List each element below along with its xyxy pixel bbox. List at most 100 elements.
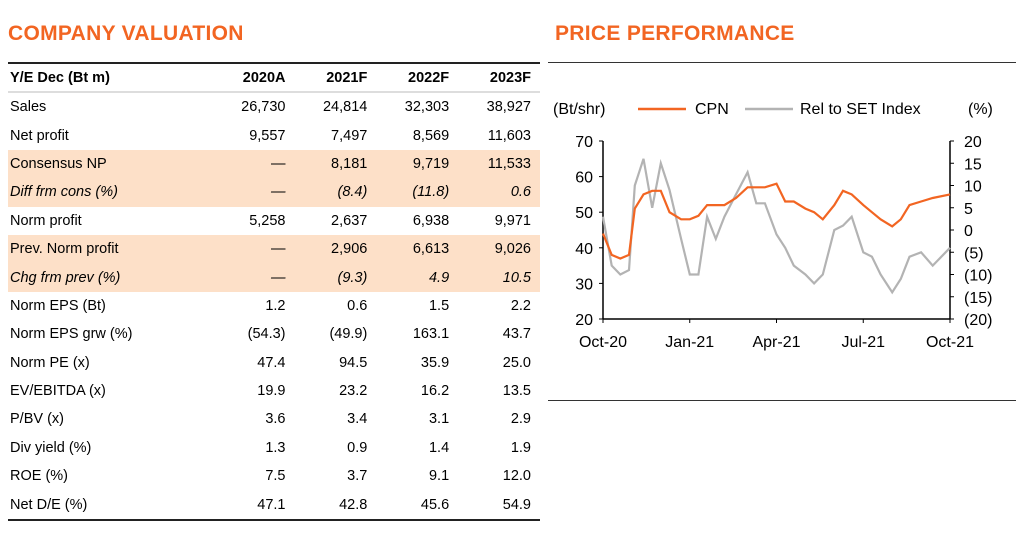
cell-value: 0.6 bbox=[347, 297, 368, 314]
row-label: EV/EBITDA (x) bbox=[10, 383, 106, 400]
row-label: Net profit bbox=[10, 127, 69, 144]
y-tick-label-right: 15 bbox=[964, 156, 982, 173]
cell-value: 163.1 bbox=[412, 326, 450, 343]
table-header-row: Y/E Dec (Bt m) 2020A 2021F 2022F 2023F bbox=[8, 62, 540, 93]
y-tick-label-left: 30 bbox=[575, 276, 593, 293]
cell-value: 35.9 bbox=[420, 354, 450, 371]
cell-value: 9,026 bbox=[458, 234, 540, 264]
cell-value: — bbox=[212, 178, 295, 207]
y-tick-label-left: 40 bbox=[575, 241, 593, 258]
cell-value: 2,637 bbox=[331, 212, 368, 229]
table-row: Norm PE (x) 47.4 94.5 35.9 25.0 bbox=[8, 349, 540, 377]
cell-value: 0.6 bbox=[458, 178, 540, 207]
row-label: P/BV (x) bbox=[10, 411, 64, 428]
cell-value: 38,927 bbox=[486, 99, 531, 116]
x-tick-label: Apr-21 bbox=[752, 334, 800, 351]
table-row: Norm profit 5,258 2,637 6,938 9,971 bbox=[8, 207, 540, 235]
cell-value: — bbox=[212, 234, 295, 264]
cell-value: 1.2 bbox=[265, 297, 286, 314]
row-label: Prev. Norm profit bbox=[8, 234, 213, 264]
cell-value: 7.5 bbox=[265, 468, 286, 485]
y-tick-label-right: 5 bbox=[964, 201, 973, 218]
cell-value: 1.3 bbox=[265, 439, 286, 456]
cell-value: 47.1 bbox=[212, 490, 295, 521]
cell-value: — bbox=[212, 149, 295, 179]
cell-value: 9.1 bbox=[428, 468, 450, 485]
column-header: 2023F bbox=[458, 62, 540, 93]
cell-value: 7,497 bbox=[331, 127, 368, 144]
y-tick-label-left: 50 bbox=[575, 205, 593, 222]
cell-value: 8,181 bbox=[294, 149, 377, 179]
cell-value: 26,730 bbox=[241, 99, 286, 116]
y-tick-label-right: 20 bbox=[964, 134, 982, 151]
cell-value: 54.9 bbox=[458, 490, 540, 521]
y-tick-label-right: (15) bbox=[964, 290, 992, 307]
table-row: Sales 26,730 24,814 32,303 38,927 bbox=[8, 92, 540, 121]
cell-value: — bbox=[212, 263, 295, 292]
table-row: Chg frm prev (%) — (9.3) 4.9 10.5 bbox=[8, 263, 540, 292]
cell-value: 11,533 bbox=[458, 149, 540, 179]
cell-value: (54.3) bbox=[247, 326, 286, 343]
y-tick-label-left: 20 bbox=[575, 312, 593, 329]
cell-value: 9,557 bbox=[249, 127, 286, 144]
cell-value: 8,569 bbox=[412, 127, 450, 144]
table-row: ROE (%) 7.5 3.7 9.1 12.0 bbox=[8, 462, 540, 490]
cell-value: 6,613 bbox=[376, 234, 459, 264]
cell-value: 12.0 bbox=[502, 468, 531, 485]
legend-label-rel: Rel to SET Index bbox=[800, 101, 921, 118]
cell-value: 32,303 bbox=[404, 99, 450, 116]
table-row: Prev. Norm profit —2,906 6,613 9,026 bbox=[8, 234, 540, 264]
table-row: Consensus NP —8,181 9,719 11,533 bbox=[8, 149, 540, 179]
cell-value: (49.9) bbox=[329, 326, 368, 343]
y-tick-label-right: (10) bbox=[964, 268, 992, 285]
cell-value: 3.6 bbox=[265, 411, 286, 428]
table-row: Net profit 9,557 7,497 8,569 11,603 bbox=[8, 121, 540, 149]
right-axis-label: (%) bbox=[968, 101, 993, 118]
cell-value: 5,258 bbox=[249, 212, 286, 229]
cell-value: 47.4 bbox=[257, 354, 286, 371]
row-label: Chg frm prev (%) bbox=[8, 263, 213, 292]
chart-top-rule bbox=[548, 62, 1016, 63]
table-row: Norm EPS grw (%) (54.3) (49.9) 163.1 43.7 bbox=[8, 320, 540, 348]
row-label: ROE (%) bbox=[10, 468, 68, 485]
table-row: Net D/E (%) 47.1 42.8 45.6 54.9 bbox=[8, 490, 540, 521]
x-tick-label: Jul-21 bbox=[841, 334, 885, 351]
cell-value: 94.5 bbox=[339, 354, 368, 371]
column-header: Y/E Dec (Bt m) bbox=[8, 62, 213, 93]
row-label: Norm EPS grw (%) bbox=[10, 326, 133, 343]
cell-value: 24,814 bbox=[322, 99, 368, 116]
price-chart: 20 30 40 50 60 70 (20) (15) (10) (5) 0 5 10 15 20 Oct-2… bbox=[553, 101, 993, 351]
row-label: Div yield (%) bbox=[10, 439, 92, 456]
column-header: 2022F bbox=[376, 62, 459, 93]
y-tick-label-left: 60 bbox=[575, 170, 593, 187]
cell-value: 3.1 bbox=[428, 411, 450, 428]
table-row: EV/EBITDA (x) 19.9 23.2 16.2 13.5 bbox=[8, 377, 540, 405]
table-row: Div yield (%) 1.3 0.9 1.4 1.9 bbox=[8, 434, 540, 462]
valuation-table: Y/E Dec (Bt m) 2020A 2021F 2022F 2023F Sales… bbox=[8, 62, 540, 521]
table-row: Diff frm cons (%) — (8.4) (11.8) 0.6 bbox=[8, 178, 540, 207]
row-label: Norm PE (x) bbox=[10, 354, 90, 371]
cell-value: 43.7 bbox=[502, 326, 531, 343]
cell-value: 45.6 bbox=[376, 490, 459, 521]
x-tick-label: Oct-20 bbox=[579, 334, 627, 351]
cell-value: 19.9 bbox=[257, 383, 286, 400]
cell-value: 6,938 bbox=[412, 212, 450, 229]
row-label: Sales bbox=[10, 99, 47, 116]
cell-value: 2,906 bbox=[294, 234, 377, 264]
row-label: Norm EPS (Bt) bbox=[10, 297, 106, 314]
y-tick-label-right: 0 bbox=[964, 223, 973, 240]
cell-value: 3.4 bbox=[347, 411, 368, 428]
table-row: P/BV (x) 3.6 3.4 3.1 2.9 bbox=[8, 405, 540, 433]
price-performance-title: PRICE PERFORMANCE bbox=[555, 22, 795, 45]
cell-value: 9,719 bbox=[376, 149, 459, 179]
column-header: 2021F bbox=[294, 62, 377, 93]
cell-value: (8.4) bbox=[294, 178, 377, 207]
cell-value: 16.2 bbox=[420, 383, 450, 400]
x-tick-label: Oct-21 bbox=[926, 334, 974, 351]
cell-value: (9.3) bbox=[294, 263, 377, 292]
cell-value: 1.9 bbox=[510, 439, 531, 456]
cpn-line bbox=[601, 182, 951, 260]
cell-value: (11.8) bbox=[376, 178, 459, 207]
cell-value: 11,603 bbox=[487, 127, 531, 144]
cell-value: 2.9 bbox=[510, 411, 531, 428]
